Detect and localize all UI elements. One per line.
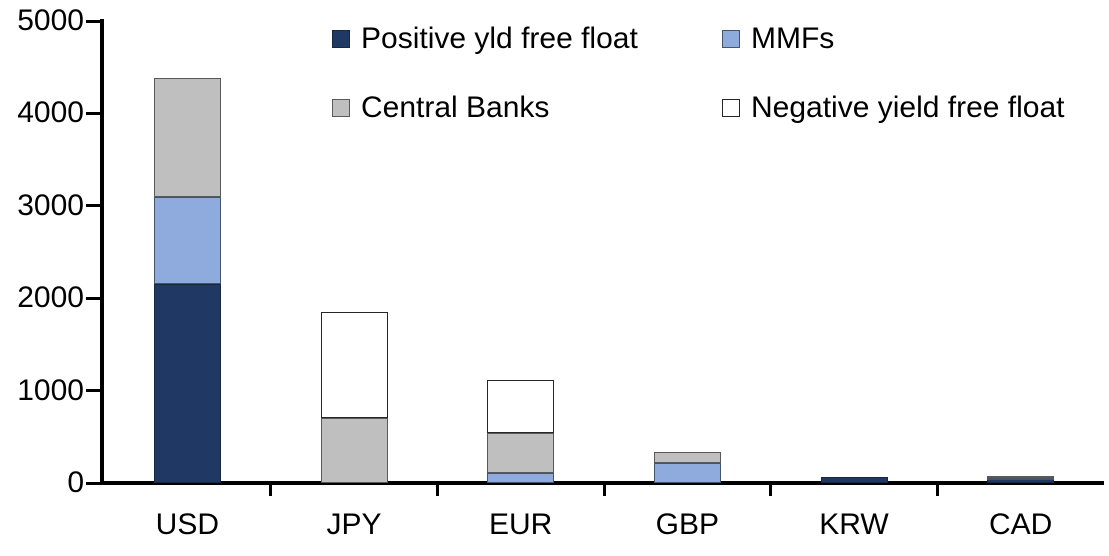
bar-segment-mmfs bbox=[153, 196, 221, 285]
y-axis-tick-label: 3000 bbox=[17, 188, 84, 222]
y-axis-tick bbox=[86, 296, 104, 300]
y-axis-line bbox=[100, 19, 104, 485]
bar-segment-central-banks bbox=[320, 418, 388, 483]
x-axis-category-tick bbox=[435, 481, 439, 496]
legend-swatch-icon bbox=[722, 30, 740, 48]
y-axis-tick-label: 2000 bbox=[17, 281, 84, 315]
y-axis-tick bbox=[86, 481, 104, 485]
x-axis-line bbox=[100, 481, 1104, 485]
legend-item: Central Banks bbox=[332, 91, 549, 125]
x-axis-category-label: CAD bbox=[988, 508, 1053, 541]
y-axis-tick bbox=[86, 111, 104, 115]
y-axis-tick-label: 0 bbox=[67, 466, 84, 499]
y-axis-tick bbox=[86, 389, 104, 393]
legend-swatch-icon bbox=[722, 99, 740, 117]
x-axis-category-tick bbox=[269, 481, 273, 496]
bar-segment-mmfs bbox=[987, 478, 1055, 481]
bar-segment-mmfs bbox=[487, 472, 555, 483]
legend-item: Negative yield free float bbox=[722, 91, 1065, 125]
x-axis-category-label: KRW bbox=[819, 508, 889, 541]
legend-item: MMFs bbox=[722, 22, 834, 56]
legend-item: Positive yld free float bbox=[332, 22, 638, 56]
x-axis-category-label: USD bbox=[155, 508, 219, 541]
x-axis-category-tick bbox=[769, 481, 773, 496]
bar-segment-positive-yld-free-float bbox=[153, 284, 221, 483]
y-axis-tick-label: 4000 bbox=[17, 96, 84, 130]
x-axis-category-tick bbox=[602, 481, 606, 496]
bar-segment-mmfs bbox=[653, 462, 721, 483]
bar-segment-central-banks bbox=[487, 432, 555, 473]
x-axis-category-tick bbox=[935, 481, 939, 496]
bar-segment-central-banks bbox=[153, 78, 221, 197]
legend-label: Positive yld free float bbox=[361, 22, 638, 55]
y-axis-tick bbox=[86, 204, 104, 208]
legend-label: Negative yield free float bbox=[751, 91, 1065, 124]
legend-swatch-icon bbox=[332, 99, 350, 117]
y-axis-tick bbox=[86, 19, 104, 23]
bar-segment-central-banks bbox=[987, 475, 1055, 479]
bar-segment-negative-yield-free-float bbox=[487, 379, 555, 433]
bar-segment-positive-yld-free-float bbox=[820, 477, 888, 483]
y-axis-tick-label: 5000 bbox=[17, 4, 84, 37]
legend-swatch-icon bbox=[332, 30, 350, 48]
legend-label: MMFs bbox=[751, 22, 835, 55]
bar-segment-negative-yield-free-float bbox=[320, 312, 388, 419]
legend-label: Central Banks bbox=[361, 91, 550, 124]
bar-segment-central-banks bbox=[653, 451, 721, 463]
x-axis-category-label: GBP bbox=[655, 508, 719, 541]
x-axis-category-label: JPY bbox=[326, 508, 382, 541]
x-axis-category-label: EUR bbox=[488, 508, 553, 541]
y-axis-tick-label: 1000 bbox=[17, 373, 84, 407]
